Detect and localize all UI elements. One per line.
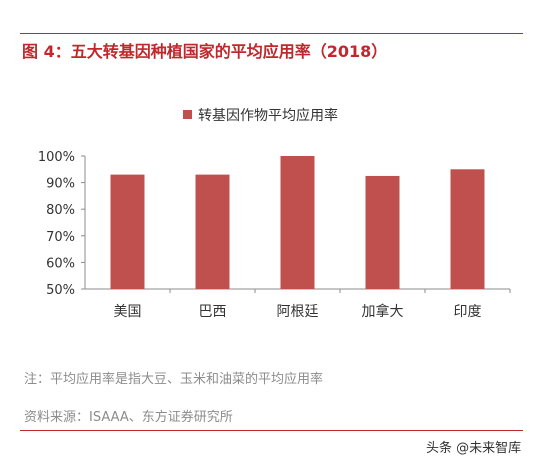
y-tick-label: 60% <box>46 256 75 271</box>
figure-title: 图 4：五大转基因种植国家的平均应用率（2018） <box>22 42 388 61</box>
chart-note: 注：平均应用率是指大豆、玉米和油菜的平均应用率 <box>24 372 324 387</box>
legend-label: 转基因作物平均应用率 <box>198 107 338 124</box>
x-tick-label: 巴西 <box>199 304 227 320</box>
x-tick-labels: 美国 巴西 阿根廷 加拿大 印度 <box>114 289 511 320</box>
x-tick-label: 美国 <box>114 304 142 320</box>
y-tick-label: 50% <box>46 283 75 298</box>
y-ticks: 50% 60% 70% 80% 90% 100% <box>38 150 85 298</box>
bottom-rule <box>20 430 523 431</box>
watermark: 头条 @未来智库 <box>426 441 522 456</box>
bar <box>195 174 230 289</box>
chart-legend: 转基因作物平均应用率 <box>183 107 338 124</box>
y-tick-label: 90% <box>46 177 75 192</box>
y-tick-label: 70% <box>46 230 75 245</box>
bars <box>110 156 485 289</box>
x-tick-label: 印度 <box>454 304 482 320</box>
top-rule <box>20 33 523 34</box>
x-tick-label: 加拿大 <box>362 303 404 320</box>
bar <box>110 174 145 289</box>
bar <box>450 169 485 289</box>
bar <box>365 175 400 289</box>
legend-swatch <box>183 110 192 119</box>
data-source: 资料来源：ISAAA、东方证券研究所 <box>24 410 233 425</box>
y-tick-label: 80% <box>46 203 75 218</box>
x-tick-label: 阿根廷 <box>277 304 319 320</box>
y-tick-label: 100% <box>38 150 75 165</box>
bar <box>280 156 315 289</box>
